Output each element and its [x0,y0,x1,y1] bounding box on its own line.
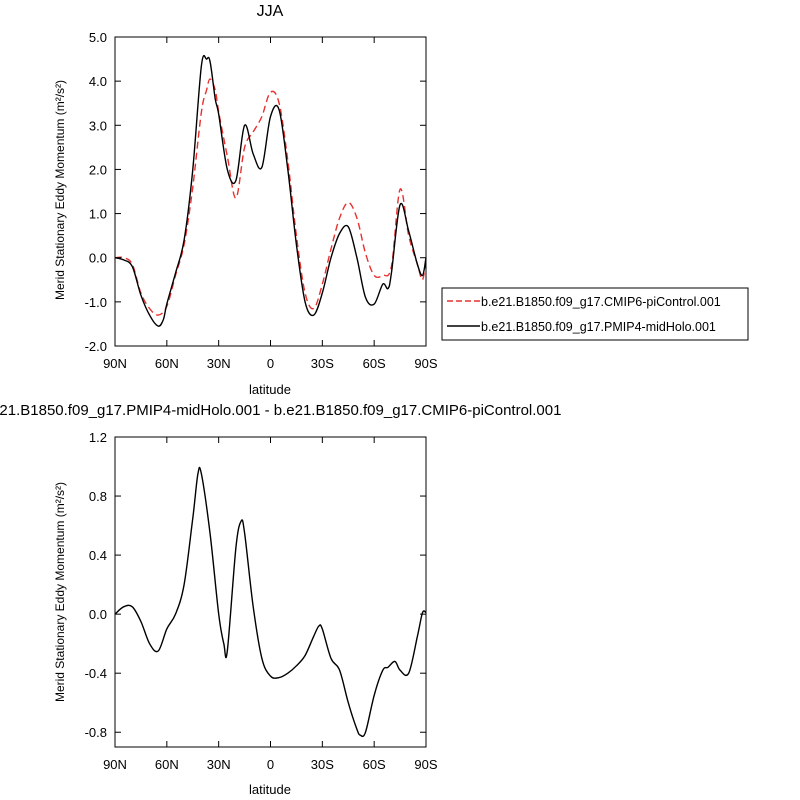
bottom-panel: b.e21.B1850.f09_g17.PMIP4-midHolo.001 - … [0,402,561,797]
y-tick-label: 5.0 [89,30,107,45]
x-tick-label: 30S [311,356,334,371]
x-tick-label: 90S [414,356,437,371]
x-tick-label: 0 [267,356,274,371]
x-tick-label: 90S [414,757,437,772]
x-tick-label: 60S [363,356,386,371]
y-tick-label: 0.8 [89,489,107,504]
y-tick-label: 0.4 [89,548,107,563]
y-tick-label: -0.8 [85,725,107,740]
y-tick-label: 3.0 [89,118,107,133]
legend-label-midholo: b.e21.B1850.f09_g17.PMIP4-midHolo.001 [481,320,716,334]
x-tick-label: 90N [103,356,127,371]
top-panel: JJA -2.0 -1.0 0.0 1.0 2.0 3.0 4.0 5.0 90N 60N 30N… [53,3,749,397]
y-tick-label: 2.0 [89,162,107,177]
top-title: JJA [257,3,284,20]
x-tick-label: 0 [267,757,274,772]
legend: b.e21.B1850.f09_g17.CMIP6-piControl.001 … [441,287,749,341]
legend-label-picontrol: b.e21.B1850.f09_g17.CMIP6-piControl.001 [481,295,721,309]
x-tick-label: 60S [363,757,386,772]
bottom-x-axis-label: latitude [249,782,291,797]
bottom-title: b.e21.B1850.f09_g17.PMIP4-midHolo.001 - … [0,402,561,419]
x-tick-label: 60N [155,356,179,371]
top-plot-frame [114,36,427,347]
bottom-x-ticks: 90N 60N 30N 0 30S 60S 90S [103,437,438,772]
x-tick-label: 30S [311,757,334,772]
bottom-y-ticks: -0.8 -0.4 0.0 0.4 0.8 1.2 [85,430,426,740]
top-y-ticks: -2.0 -1.0 0.0 1.0 2.0 3.0 4.0 5.0 [85,30,426,354]
top-series-line-0 [114,78,427,316]
x-tick-label: 60N [155,757,179,772]
x-tick-label: 30N [207,356,231,371]
y-tick-label: 4.0 [89,74,107,89]
bottom-plot-frame [114,436,427,748]
top-series-layer [114,55,427,327]
y-tick-label: 1.2 [89,430,107,445]
y-tick-label: 1.0 [89,207,107,222]
bottom-y-axis-label: Merid Stationary Eddy Momentum (m²/s²) [53,482,67,702]
top-x-axis-label: latitude [249,382,291,397]
x-tick-label: 30N [207,757,231,772]
top-y-axis-label: Merid Stationary Eddy Momentum (m²/s²) [53,80,67,300]
bottom-series-line-0 [114,466,427,738]
top-series-line-1 [114,55,427,327]
top-x-ticks: 90N 60N 30N 0 30S 60S 90S [103,37,438,371]
y-tick-label: 0.0 [89,251,107,266]
y-tick-label: -0.4 [85,666,107,681]
y-tick-label: 0.0 [89,607,107,622]
legend-box [441,287,749,341]
y-tick-label: -2.0 [85,339,107,354]
bottom-series-layer [114,466,427,738]
y-tick-label: -1.0 [85,295,107,310]
x-tick-label: 90N [103,757,127,772]
